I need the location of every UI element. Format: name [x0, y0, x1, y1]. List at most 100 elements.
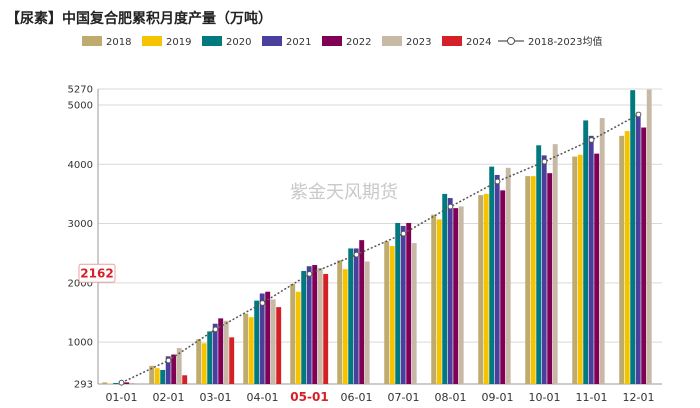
legend-label: 2019: [166, 37, 191, 48]
bar-2019-09-01: [483, 193, 489, 384]
bar-2019-03-01: [201, 343, 207, 384]
legend-label: 2021: [286, 37, 311, 48]
y-tick-label: 5000: [68, 101, 93, 112]
y-tick-label: 293: [74, 380, 93, 391]
legend-label: 2018-2023均值: [528, 35, 603, 48]
bar-2018-08-01: [431, 214, 437, 384]
bar-2020-10-01: [536, 145, 542, 384]
bar-2018-07-01: [384, 241, 390, 384]
bar-2021-02-01: [165, 356, 171, 384]
bar-2020-09-01: [489, 166, 495, 384]
x-axis: 01-01 02-01 03-01 04-01 05-01 06-01 07-01 08-01…: [106, 390, 655, 404]
bar-2023-03-01: [223, 320, 229, 384]
bar-2018-10-01: [525, 176, 531, 384]
bar-2020-03-01: [207, 331, 213, 384]
bar-2021-06-01: [353, 248, 359, 384]
bars: [102, 89, 652, 385]
bar-2023-04-01: [270, 299, 276, 384]
bar-2023-07-01: [411, 243, 417, 384]
bar-2018-09-01: [478, 195, 484, 384]
bar-2023-05-01: [317, 268, 323, 384]
legend-swatch-2022: [322, 36, 342, 46]
bar-2018-05-01: [290, 284, 296, 384]
legend-label: 2023: [406, 37, 431, 48]
bar-2019-11-01: [577, 154, 583, 384]
bar-2021-11-01: [588, 135, 594, 384]
y-tick-label: 5270: [68, 85, 93, 96]
y-tick-label: 1000: [68, 338, 93, 349]
bar-2022-03-01: [218, 318, 224, 384]
bar-2018-02-01: [149, 365, 155, 384]
legend-swatch-2023: [382, 36, 402, 46]
bar-2022-01-01: [124, 382, 130, 384]
bar-2023-06-01: [364, 261, 370, 384]
legend-label: 2020: [226, 37, 251, 48]
bar-2020-08-01: [442, 193, 448, 384]
bar-2019-04-01: [248, 317, 254, 384]
bar-2023-02-01: [176, 348, 182, 384]
bar-2020-06-01: [348, 248, 354, 384]
y-axis: 293 1000 2000 3000 4000 5000 5270: [68, 85, 662, 391]
x-tick-label: 02-01: [153, 391, 185, 404]
bar-2018-03-01: [196, 339, 202, 384]
bar-2023-12-01: [646, 89, 652, 385]
callout-box: [78, 263, 116, 283]
bar-2023-09-01: [505, 167, 511, 384]
bar-2023-11-01: [599, 118, 605, 384]
x-tick-label: 12-01: [623, 391, 655, 404]
bar-2022-08-01: [453, 208, 459, 384]
bar-2021-10-01: [541, 155, 547, 384]
bar-2020-11-01: [583, 120, 589, 385]
x-tick-label: 10-01: [529, 391, 561, 404]
average-point-03-01: [212, 326, 219, 333]
x-tick-label: 06-01: [341, 391, 373, 404]
bar-2020-01-01: [113, 382, 119, 384]
legend-swatch-2021: [262, 36, 282, 46]
bar-2022-10-01: [547, 173, 553, 384]
x-tick-label: 09-01: [482, 391, 514, 404]
legend-label: 2022: [346, 37, 371, 48]
bar-2022-05-01: [312, 265, 318, 384]
bar-2021-08-01: [447, 198, 453, 384]
bar-2019-08-01: [436, 219, 442, 384]
bar-2019-07-01: [389, 246, 395, 384]
legend-swatch-2024: [442, 36, 462, 46]
bar-2023-01-01: [129, 382, 135, 384]
bar-2020-12-01: [630, 90, 636, 384]
legend-swatch-2018: [82, 36, 102, 46]
average-point-12-01: [635, 111, 642, 118]
bar-2024-02-01: [182, 375, 188, 384]
bar-2023-10-01: [552, 144, 558, 384]
legend-avg-marker: [507, 37, 515, 45]
bar-2020-02-01: [160, 369, 166, 384]
bar-2022-12-01: [641, 127, 647, 384]
bar-2022-04-01: [265, 291, 271, 384]
legend-swatch-2020: [202, 36, 222, 46]
y-tick-label: 3000: [68, 219, 93, 230]
legend-label: 2018: [106, 37, 131, 48]
x-tick-label: 11-01: [576, 391, 608, 404]
x-tick-label: 01-01: [106, 391, 138, 404]
average-point-11-01: [588, 137, 595, 143]
bar-2022-06-01: [359, 240, 365, 384]
legend-swatch-2019: [142, 36, 162, 46]
bar-2021-07-01: [400, 225, 406, 384]
gridlines: [98, 88, 662, 385]
y-tick-label: 4000: [68, 160, 93, 171]
bar-2021-12-01: [635, 112, 641, 385]
average-line: [118, 111, 642, 386]
bar-2018-06-01: [337, 260, 343, 384]
value-callout: 2162: [78, 263, 116, 283]
average-point-07-01: [400, 230, 407, 237]
average-point-08-01: [447, 203, 454, 210]
chart-title: 【尿素】中国复合肥累积月度产量（万吨）: [6, 11, 272, 27]
bar-2023-08-01: [458, 206, 464, 384]
average-point-10-01: [541, 158, 548, 165]
bar-2022-07-01: [406, 222, 412, 384]
bar-2024-04-01: [276, 307, 282, 384]
bar-2018-04-01: [243, 313, 249, 384]
bar-2019-02-01: [154, 368, 160, 384]
x-tick-label: 08-01: [435, 391, 467, 404]
bar-2021-09-01: [494, 174, 500, 384]
